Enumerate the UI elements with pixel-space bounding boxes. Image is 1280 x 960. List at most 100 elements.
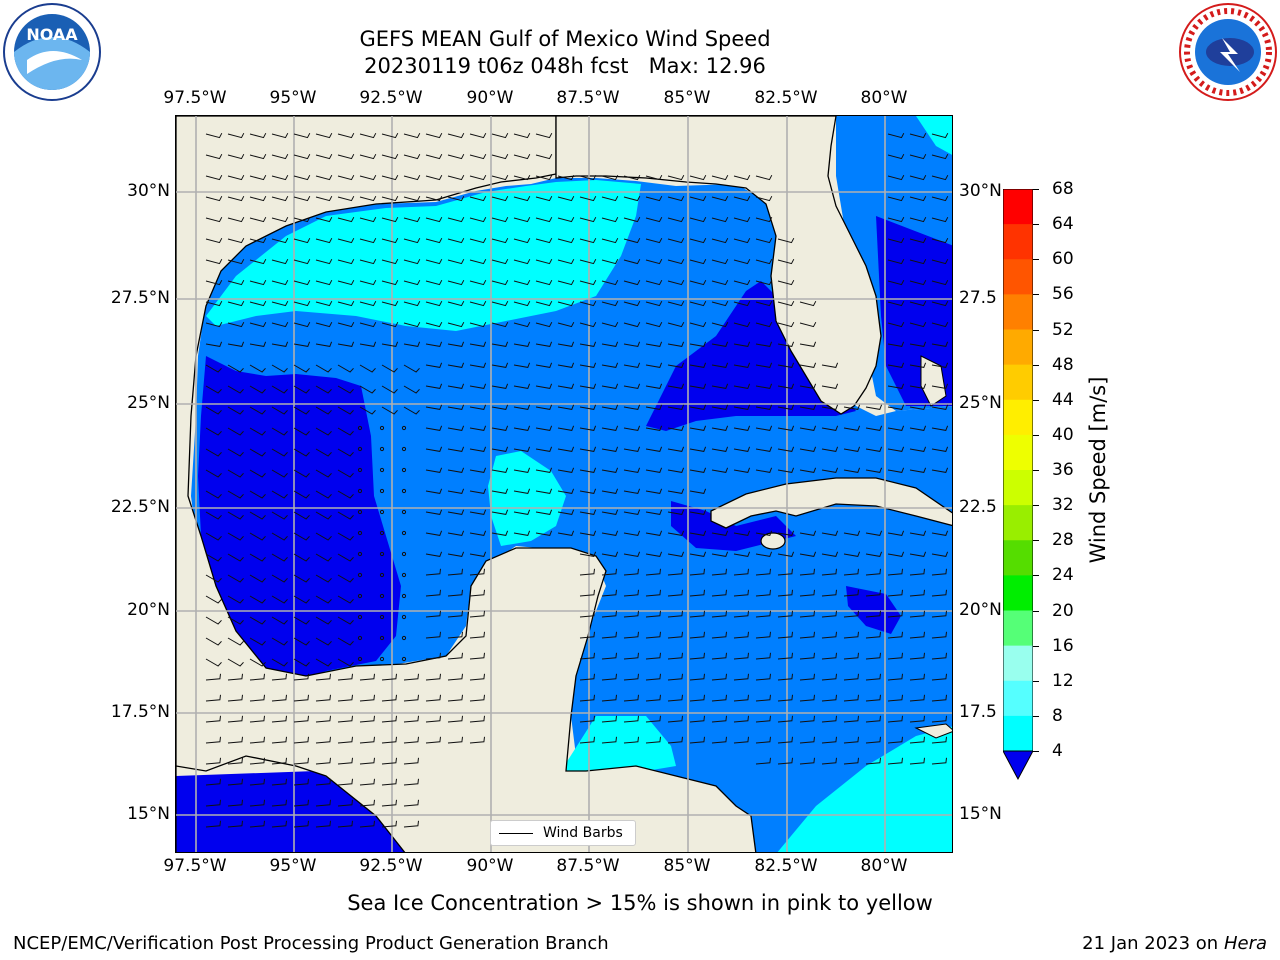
wind-barb <box>271 799 287 807</box>
wind-barb <box>711 631 727 639</box>
wind-barb <box>909 530 927 536</box>
wind-barb <box>711 425 729 431</box>
wind-barb <box>755 362 773 368</box>
wind-barb <box>909 300 927 307</box>
wind-barb <box>205 300 223 307</box>
wind-barb <box>909 404 927 410</box>
colorbar-tick-label: 44 <box>1052 389 1074 410</box>
wind-barb <box>447 715 463 723</box>
wind-barb <box>315 616 332 625</box>
wind-barb <box>579 736 595 744</box>
right-lat-label: 30°N <box>959 181 1002 201</box>
wind-barb <box>843 673 859 681</box>
colorbar-segment <box>1003 399 1033 436</box>
wind-barb <box>403 153 421 160</box>
wind-barb <box>579 673 595 681</box>
wind-barb <box>557 321 575 328</box>
wind-barb <box>579 300 597 307</box>
wind-barb <box>425 216 443 223</box>
wind-barb <box>403 258 421 265</box>
wind-barb <box>755 404 773 410</box>
wind-barb <box>249 553 266 562</box>
wind-barb <box>491 174 509 181</box>
wind-barb <box>359 279 377 286</box>
wind-barb <box>403 406 420 415</box>
wind-barb <box>601 258 619 265</box>
wind-barb <box>271 694 287 702</box>
wind-barb <box>667 488 685 494</box>
wind-barb <box>293 406 310 415</box>
svg-text:NOAA: NOAA <box>26 25 78 44</box>
wind-barb <box>315 132 333 139</box>
wind-barb <box>227 237 245 244</box>
wind-barb <box>337 694 353 702</box>
colorbar-tick-label: 48 <box>1052 354 1074 375</box>
wind-barb <box>535 341 553 347</box>
wind-barb <box>425 589 441 597</box>
wind-barb <box>425 279 443 286</box>
wind-barb <box>227 490 244 499</box>
wind-barb <box>667 509 685 515</box>
wind-barb <box>689 467 707 473</box>
wind-barb <box>249 694 265 702</box>
wind-barb <box>337 448 354 457</box>
calm-wind-marker <box>379 530 385 536</box>
low-wind-region-florida-east <box>876 216 952 406</box>
wind-speed-map[interactable] <box>175 115 953 853</box>
wind-barb <box>711 736 727 744</box>
wind-barb <box>249 237 267 244</box>
wind-barb <box>755 258 773 265</box>
colorbar-tick-mark <box>1033 259 1039 261</box>
wind-barb <box>821 404 839 410</box>
wind-barb <box>865 757 881 765</box>
wind-barb <box>359 820 375 828</box>
wind-barb <box>601 446 619 452</box>
wind-barb <box>645 195 663 202</box>
wind-barb <box>359 364 376 373</box>
wind-barb <box>469 736 485 744</box>
wind-barb <box>601 736 617 744</box>
wind-barb <box>843 551 861 557</box>
wind-barb <box>205 820 221 828</box>
wind-barb <box>381 174 399 181</box>
wind-barb <box>381 820 397 828</box>
wind-barb <box>491 509 509 515</box>
wind-barb <box>865 652 881 660</box>
wind-barb <box>337 237 355 244</box>
calm-wind-marker <box>357 656 363 662</box>
wind-barb <box>447 551 465 557</box>
calm-wind-marker <box>379 446 385 452</box>
colorbar-tick-mark <box>1033 434 1039 436</box>
wind-barb <box>271 448 288 457</box>
wind-barb <box>667 631 683 639</box>
top-lon-label: 97.5°W <box>163 88 227 108</box>
wind-barb <box>315 799 331 807</box>
wind-barb <box>931 568 947 576</box>
wind-barb <box>227 406 244 415</box>
colorbar-tick-mark <box>1033 610 1039 612</box>
wind-barb <box>865 568 881 576</box>
wind-barb <box>227 279 245 286</box>
wind-barb <box>513 237 531 244</box>
wind-barb <box>337 406 354 415</box>
wind-barb <box>337 321 355 328</box>
wind-barb <box>931 446 949 452</box>
wind-barb <box>381 132 399 139</box>
moderate-wind-region-central-gulf <box>488 451 566 546</box>
wind-barb <box>271 820 287 828</box>
wind-barb <box>403 694 419 702</box>
wind-barb <box>755 694 771 702</box>
wind-barb <box>887 362 905 368</box>
wind-barb <box>711 258 729 265</box>
wind-barb <box>689 551 707 557</box>
wind-barb <box>447 195 465 202</box>
wind-barb <box>777 715 793 723</box>
wind-barb <box>337 820 353 828</box>
wind-barb <box>337 490 354 499</box>
wind-barb <box>755 551 773 557</box>
wind-barb <box>359 153 377 160</box>
colorbar-extend-arrow <box>1003 750 1033 781</box>
calm-wind-marker <box>379 488 385 494</box>
wind-barb <box>843 610 859 618</box>
calm-wind-marker <box>357 551 363 557</box>
